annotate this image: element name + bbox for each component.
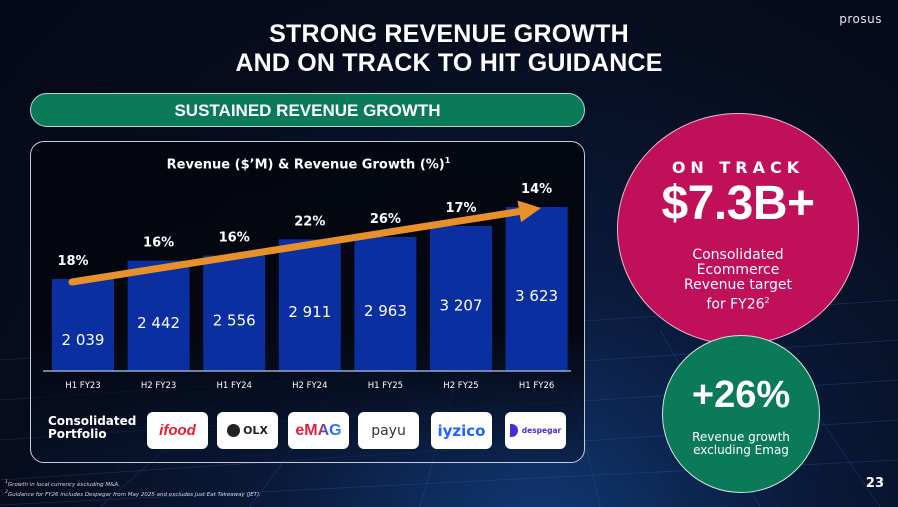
growth-label: 18%	[57, 254, 88, 269]
section-label: SUSTAINED REVENUE GROWTH	[174, 101, 441, 120]
trend-arrow-line	[68, 207, 525, 286]
bar-value-label: 2 963	[364, 302, 407, 320]
x-tick-label: H1 FY26	[519, 381, 554, 391]
title-line-1: STRONG REVENUE GROWTH	[269, 20, 629, 48]
logo-ifood-text: ifood	[159, 422, 196, 439]
logo-iyzico-text: iyzico	[437, 421, 486, 440]
kpi-target-description: Consolidated Ecommerce Revenue target fo…	[618, 248, 858, 313]
logo-payu-text: payu	[371, 422, 406, 439]
portfolio-label-line-2: Portfolio	[48, 427, 107, 441]
growth-label: 26%	[370, 212, 401, 227]
footnote-2-text: Guidance for FY26 includes Despegar from…	[7, 491, 261, 498]
revenue-growth-kpi: +26% Revenue growth excluding Emag	[662, 335, 820, 493]
bar-h1-fy23	[52, 279, 114, 371]
logo-payu: payu	[358, 412, 419, 449]
growth-label: 16%	[219, 231, 250, 246]
kpi-eyebrow: ON TRACK	[671, 158, 805, 177]
growth-label: 22%	[294, 214, 325, 229]
chart-panel: Revenue ($’M) & Revenue Growth (%)1 2 03…	[30, 141, 585, 463]
logo-emag-text: eMAG	[295, 421, 342, 439]
bar-value-label: 2 039	[62, 331, 105, 349]
portfolio-label: Consolidated Portfolio	[48, 415, 136, 441]
kpi-target-line-2: Ecommerce	[696, 262, 780, 278]
kpi-growth-description: Revenue growth excluding Emag	[663, 431, 819, 457]
despegar-mark-icon	[509, 424, 518, 437]
logo-despegar-text: despegar	[521, 426, 562, 435]
logo-olx-text: OLX	[243, 424, 268, 437]
logo-despegar: despegar	[505, 412, 566, 449]
portfolio-label-line-1: Consolidated	[48, 414, 137, 428]
x-tick-label: H1 FY23	[65, 381, 100, 391]
bar-value-label: 3 207	[440, 296, 483, 314]
trend-arrow-head	[517, 200, 541, 223]
kpi-growth-line-2: excluding Emag	[693, 443, 789, 457]
logo-ifood: ifood	[147, 412, 208, 449]
bar-h2-fy23	[127, 260, 190, 371]
chart-title: Revenue ($’M) & Revenue Growth (%)1	[31, 156, 586, 172]
x-tick-label: H2 FY24	[292, 381, 327, 391]
kpi-growth-line-1: Revenue growth	[692, 430, 790, 444]
bar-h1-fy26	[505, 207, 568, 371]
x-tick-label: H1 FY25	[368, 381, 403, 391]
footnote-2: 2Guidance for FY26 includes Despegar fro…	[5, 489, 261, 498]
x-tick-label: H2 FY23	[141, 381, 176, 391]
footnote-1-text: Growth in local currency excluding M&A.	[7, 481, 121, 488]
bar-value-label: 2 556	[213, 311, 256, 329]
bar-h2-fy24	[278, 239, 341, 371]
chart-title-footnote: 1	[444, 156, 451, 165]
page-title: STRONG REVENUE GROWTH AND ON TRACK TO HI…	[0, 20, 898, 78]
revenue-chart: 2 039 18% H1 FY23 2 442 16% H2 FY23 2 556 16% H1…	[43, 182, 571, 391]
logo-emag: eMAG	[288, 412, 349, 449]
bar-h1-fy24	[203, 255, 266, 371]
growth-label: 17%	[445, 201, 476, 216]
bar-value-label: 3 623	[515, 287, 558, 305]
footnotes: 1Growth in local currency excluding M&A.…	[5, 479, 261, 499]
bar-value-label: 2 911	[288, 303, 331, 321]
growth-label: 14%	[521, 182, 552, 197]
kpi-target-line-1: Consolidated	[692, 247, 784, 263]
growth-label: 16%	[143, 236, 174, 251]
brand-logo: prosus	[839, 12, 882, 26]
footnote-1: 1Growth in local currency excluding M&A.	[5, 480, 121, 488]
bar-h2-fy25	[430, 225, 492, 371]
olx-mark-icon	[227, 424, 241, 437]
bar-value-label: 2 442	[137, 314, 180, 332]
page-number: 23	[865, 476, 884, 491]
x-tick-label: H1 FY24	[216, 381, 251, 391]
kpi-target-line-3: Revenue target	[684, 277, 792, 293]
bar-h1-fy25	[354, 237, 417, 371]
title-line-2: AND ON TRACK TO HIT GUIDANCE	[235, 49, 663, 77]
kpi-target-footnote: 2	[764, 296, 770, 305]
x-tick-label: H2 FY25	[443, 381, 478, 391]
logo-olx: OLX	[217, 412, 278, 449]
revenue-target-kpi: ON TRACK $7.3B+ Consolidated Ecommerce R…	[617, 113, 859, 345]
kpi-target-value: $7.3B+	[661, 177, 815, 230]
section-banner: SUSTAINED REVENUE GROWTH	[30, 93, 585, 127]
chart-title-text: Revenue ($’M) & Revenue Growth (%)	[166, 157, 445, 173]
logo-iyzico: iyzico	[431, 412, 492, 449]
kpi-growth-value: +26%	[691, 374, 791, 416]
kpi-target-line-4: for FY26	[706, 296, 765, 313]
